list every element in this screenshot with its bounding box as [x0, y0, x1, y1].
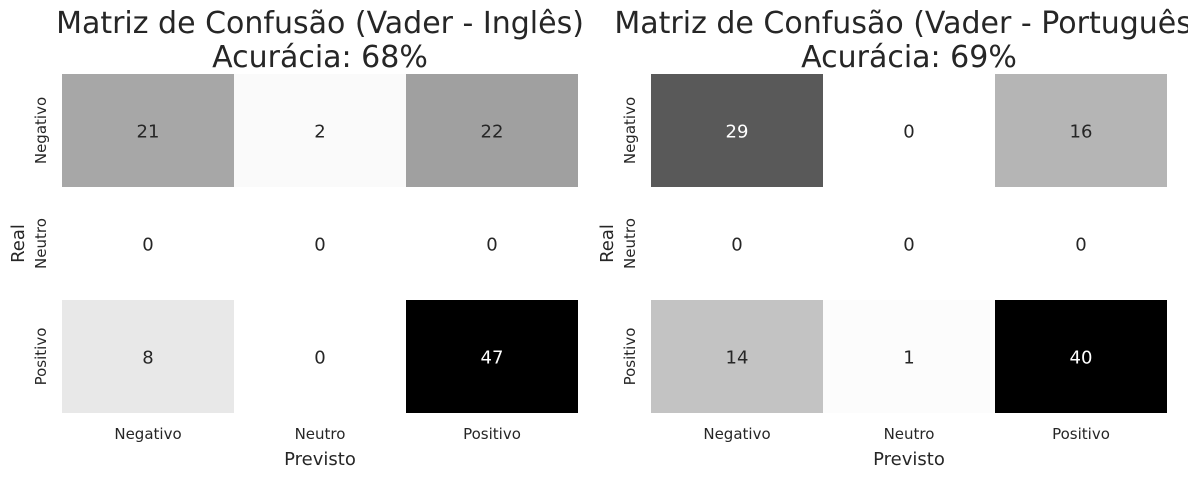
- cell-value-label: 0: [486, 235, 497, 256]
- chart-title-line-2: Acurácia: 68%: [212, 40, 428, 75]
- chart-title-line-2: Acurácia: 69%: [801, 40, 1017, 75]
- cell-value-label: 16: [1070, 122, 1093, 143]
- x-tick-label: Neutro: [884, 425, 935, 443]
- cell-value-label: 0: [1075, 235, 1086, 256]
- x-axis-label: Previsto: [284, 449, 356, 470]
- heatmap-cell: [995, 300, 1167, 413]
- cell-value-label: 0: [731, 235, 742, 256]
- heatmap-cell: [406, 300, 578, 413]
- cell-value-label: 0: [314, 235, 325, 256]
- y-tick-label: Neutro: [621, 218, 639, 269]
- heatmap-cell: [651, 74, 823, 187]
- heatmap-cell: [651, 300, 823, 413]
- y-axis-label: Real: [597, 224, 618, 263]
- x-tick-label: Neutro: [295, 425, 346, 443]
- cell-value-label: 0: [903, 122, 914, 143]
- y-tick-label: Positivo: [621, 328, 639, 386]
- heatmap-cell: [823, 300, 995, 413]
- cell-value-label: 0: [314, 348, 325, 369]
- cell-value-label: 14: [726, 348, 749, 369]
- y-tick-label: Neutro: [32, 218, 50, 269]
- x-tick-label: Positivo: [1052, 425, 1110, 443]
- heatmap-cell: [62, 187, 234, 300]
- chart-title-line-1: Matriz de Confusão (Vader - Português): [614, 6, 1188, 41]
- y-tick-label: Positivo: [32, 328, 50, 386]
- heatmap-cell: [651, 187, 823, 300]
- heatmap-cell: [234, 74, 406, 187]
- cell-value-label: 29: [726, 122, 749, 143]
- heatmap-cell: [406, 74, 578, 187]
- x-axis-label: Previsto: [873, 449, 945, 470]
- cell-value-label: 21: [137, 122, 160, 143]
- heatmap-cell: [823, 74, 995, 187]
- y-tick-label: Negativo: [32, 97, 50, 164]
- heatmap-cell: [406, 187, 578, 300]
- cell-value-label: 47: [481, 348, 504, 369]
- x-tick-label: Positivo: [463, 425, 521, 443]
- y-tick-label: Negativo: [621, 97, 639, 164]
- chart-title-line-1: Matriz de Confusão (Vader - Inglês): [56, 6, 584, 41]
- heatmap-cell: [234, 187, 406, 300]
- x-tick-label: Negativo: [703, 425, 770, 443]
- cell-value-label: 40: [1070, 348, 1093, 369]
- y-axis-label: Real: [8, 224, 29, 263]
- cell-value-label: 0: [903, 235, 914, 256]
- heatmap-cell: [62, 300, 234, 413]
- cell-value-label: 22: [481, 122, 504, 143]
- heatmap-cell: [823, 187, 995, 300]
- cell-value-label: 0: [142, 235, 153, 256]
- x-tick-label: Negativo: [114, 425, 181, 443]
- heatmap-cell: [995, 74, 1167, 187]
- heatmap-cell: [62, 74, 234, 187]
- cell-value-label: 1: [903, 348, 914, 369]
- cell-value-label: 2: [314, 122, 325, 143]
- cell-value-label: 8: [142, 348, 153, 369]
- heatmap-cell: [995, 187, 1167, 300]
- heatmap-cell: [234, 300, 406, 413]
